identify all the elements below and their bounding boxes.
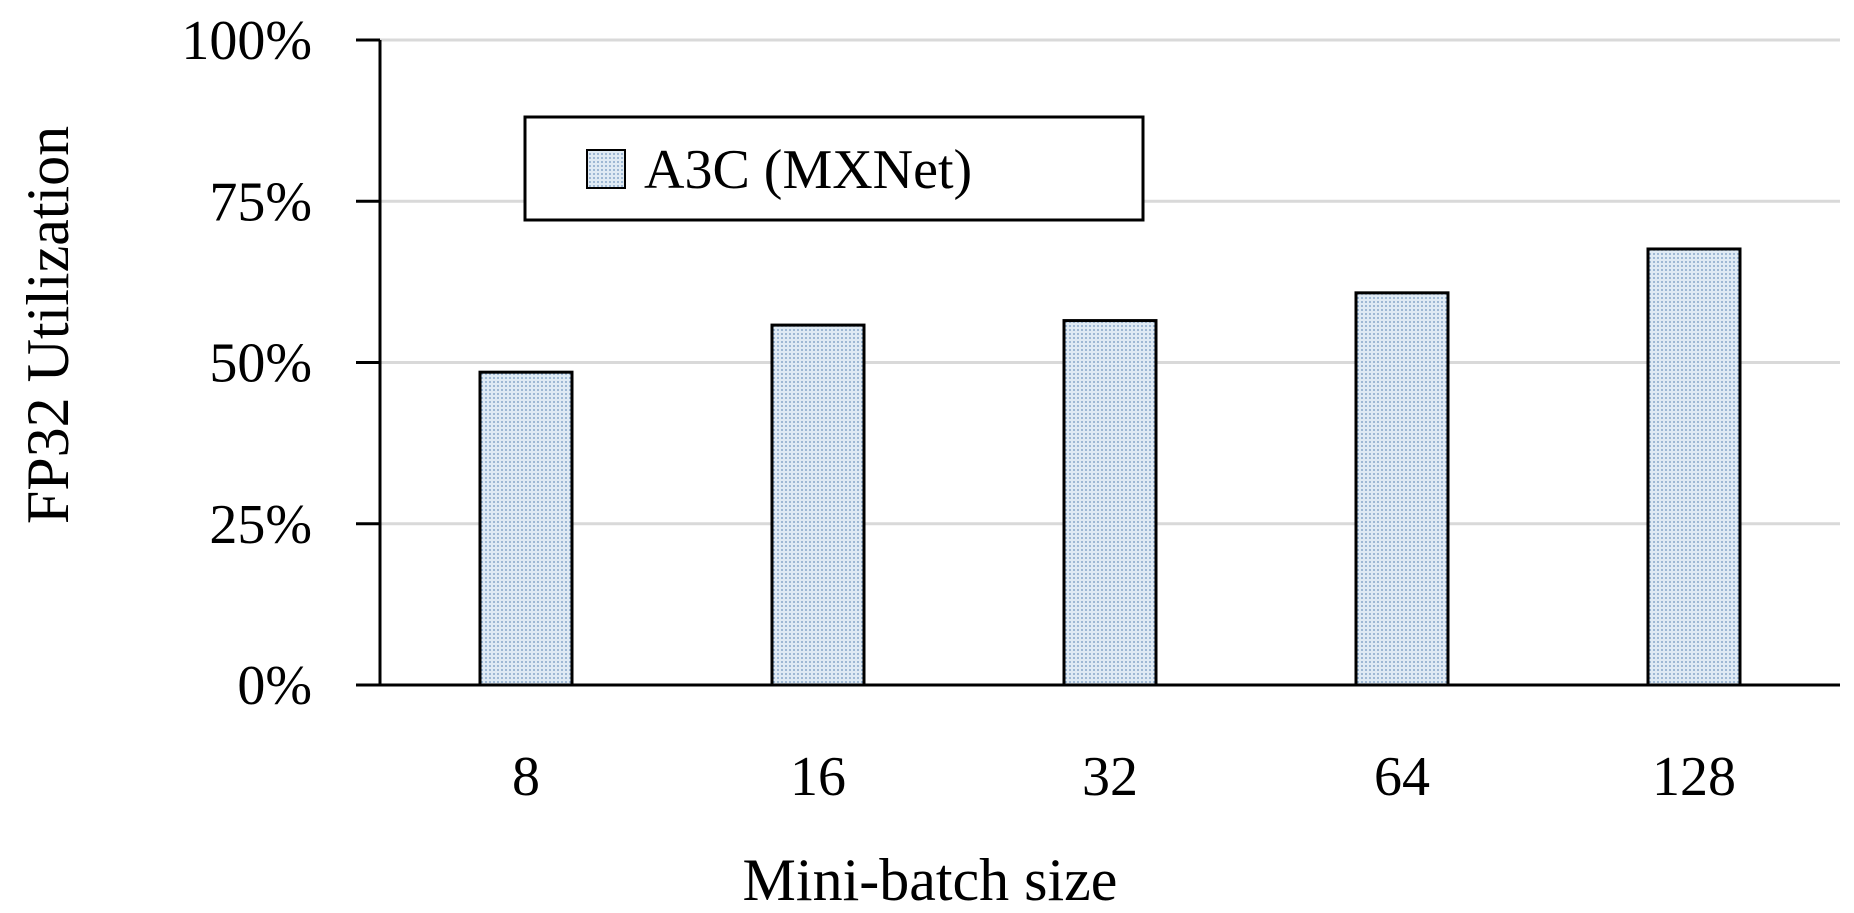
x-tick-label: 128	[1652, 746, 1736, 808]
y-tick-label: 100%	[181, 10, 312, 72]
y-axis-title: FP32 Utilization	[15, 126, 81, 524]
axes	[356, 38, 1840, 687]
legend-swatch	[586, 149, 626, 189]
x-tick-label: 32	[1082, 746, 1138, 808]
x-tick-label: 64	[1374, 746, 1430, 808]
bar-64	[1354, 291, 1450, 687]
legend: A3C (MXNet)	[523, 115, 1145, 222]
legend-box	[523, 115, 1145, 222]
bar-128	[1646, 247, 1742, 687]
x-axis-title: Mini-batch size	[743, 847, 1118, 913]
y-tick-label: 0%	[237, 655, 312, 717]
x-tick-label: 16	[790, 746, 846, 808]
y-tick-labels: 0% 25% 50% 75% 100%	[181, 10, 312, 717]
x-tick-labels: 8 16 32 64 128	[512, 746, 1736, 808]
bar-32	[1062, 319, 1158, 687]
x-tick-label: 8	[512, 746, 540, 808]
bars	[478, 247, 1742, 687]
bar-8	[478, 370, 574, 687]
y-tick-label: 75%	[209, 171, 312, 233]
legend-label: A3C (MXNet)	[644, 139, 972, 201]
bar-16	[770, 323, 866, 687]
y-tick-label: 50%	[209, 333, 312, 395]
y-tick-label: 25%	[209, 494, 312, 556]
